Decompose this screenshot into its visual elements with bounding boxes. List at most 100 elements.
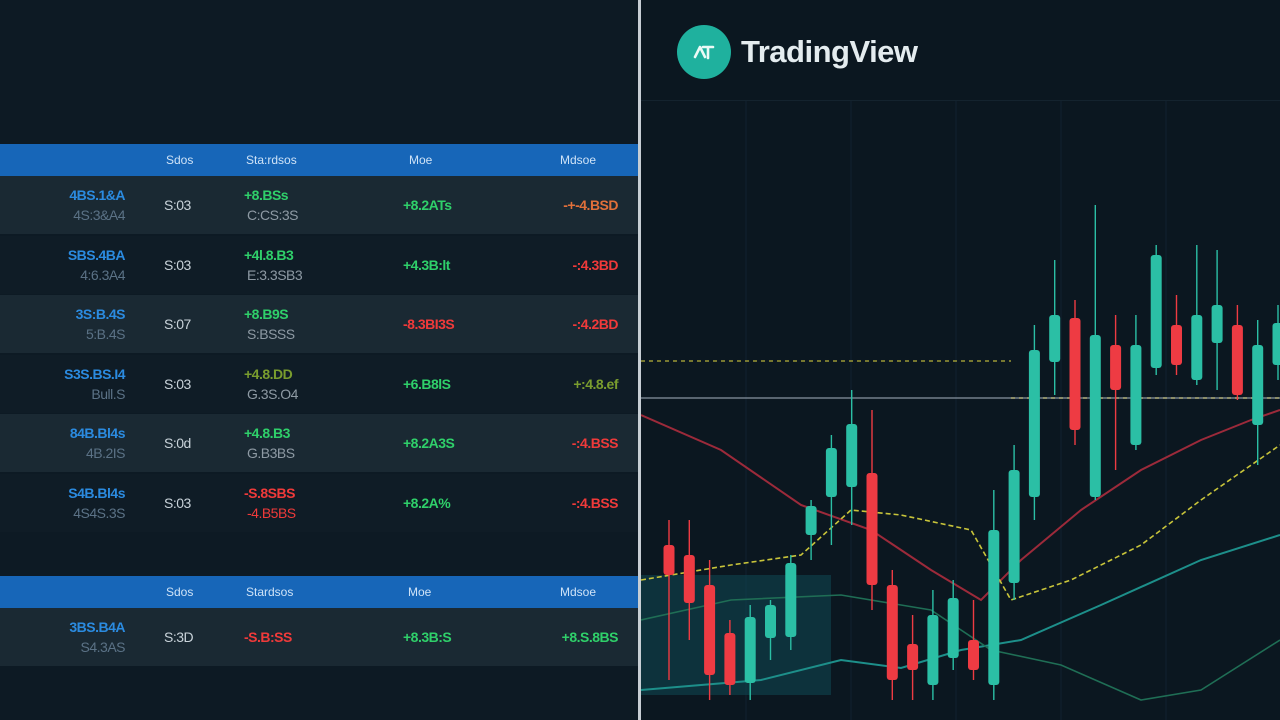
candle-body xyxy=(1130,345,1142,445)
column-header-mode[interactable]: Mdsoe xyxy=(560,585,597,599)
candle-body xyxy=(968,640,979,670)
row-percent: +:4.8.ef xyxy=(573,375,618,392)
row-symbol: 84B.Bl4s xyxy=(69,425,126,441)
table-header: Sdos Sta:rdsos Moe Mdsoe xyxy=(0,144,638,176)
table-row[interactable]: 3BS.B4A S4.3AS S:3D -S.B:SS +8.3B:S +8.S.8BS xyxy=(0,608,638,666)
candle-body xyxy=(805,506,817,535)
tradingview-logo-icon xyxy=(677,25,731,79)
row-percent: -:4.3BD xyxy=(572,256,618,273)
row-change: +8.3B:S xyxy=(403,629,452,645)
row-venue: S:03 xyxy=(164,375,191,392)
candle-body xyxy=(846,424,858,487)
candle-body xyxy=(663,545,675,575)
chart-panel: TradingView xyxy=(641,0,1280,720)
candle-body xyxy=(1231,325,1243,395)
table-row[interactable]: 3S:B.4S 5:B.4S S:07 +8.B9S S:BSSS -8.3BI3S -:4… xyxy=(0,295,638,353)
row-change: +8.2A3S xyxy=(403,435,455,451)
ma-line-yellow xyxy=(641,444,1280,601)
row-price-sub: C:CS:3S xyxy=(247,207,298,223)
row-venue: S:3D xyxy=(164,629,194,645)
candle-body xyxy=(1089,335,1101,497)
row-change: +8.2ATs xyxy=(403,197,452,213)
row-price-sub: G.3S.O4 xyxy=(247,385,298,402)
candle-body xyxy=(1211,305,1223,343)
row-symbol-sub: 4S4S.3S xyxy=(73,504,125,521)
column-header-move[interactable]: Moe xyxy=(408,585,432,599)
row-percent: -+-4.BSD xyxy=(563,197,618,213)
candle-body xyxy=(1191,315,1203,380)
ma-line-teal xyxy=(641,534,1280,691)
row-symbol: 4BS.1&A xyxy=(69,187,125,203)
row-venue: S:03 xyxy=(164,494,191,511)
watchlist-panel: Sdos Sta:rdsos Moe Mdsoe 4BS.1&A 4S:3&A4 S… xyxy=(0,0,638,720)
table-row[interactable]: 84B.Bl4s 4B.2IS S:0d +4.8.B3 G.B3BS +8.2A3S -:… xyxy=(0,414,638,472)
candle-body xyxy=(704,585,716,675)
candle-body xyxy=(866,473,878,585)
row-venue: S:07 xyxy=(164,316,191,332)
row-price-sub: S:BSSS xyxy=(247,326,295,342)
column-header-move[interactable]: Moe xyxy=(409,153,433,167)
table-row[interactable]: SBS.4BA 4:6.3A4 S:03 +4l.8.B3 E:3.3SB3 +4.3B:… xyxy=(0,235,638,294)
row-symbol: S4B.Bl4s xyxy=(68,484,125,501)
table-row[interactable]: S3S.BS.I4 Bull.S S:03 +4.8.DD G.3S.O4 +6.B8lS… xyxy=(0,354,638,413)
row-percent: -:4.2BD xyxy=(572,316,618,332)
row-change: +8.2A% xyxy=(403,494,451,511)
row-change: -8.3BI3S xyxy=(403,316,455,332)
candlestick-chart[interactable] xyxy=(641,0,1280,720)
candle-body xyxy=(1069,318,1081,430)
candle-body xyxy=(744,617,756,683)
row-symbol-sub: 4S:3&A4 xyxy=(73,207,125,223)
row-symbol: S3S.BS.I4 xyxy=(64,365,125,382)
candle-body xyxy=(724,633,736,685)
candle-body xyxy=(1110,345,1122,390)
row-symbol-sub: 4B.2IS xyxy=(85,445,126,461)
column-header-symbol[interactable]: Sdos xyxy=(166,153,194,167)
ma-line-red xyxy=(641,409,1280,602)
candle-body xyxy=(1008,470,1020,583)
candle-body xyxy=(947,598,959,658)
candle-body xyxy=(1252,345,1264,425)
row-venue: S:03 xyxy=(164,256,191,273)
row-venue: S:03 xyxy=(164,197,191,213)
column-header-mode[interactable]: Mdsoe xyxy=(560,153,597,167)
candle-body xyxy=(1171,325,1182,365)
candle-body xyxy=(907,644,919,670)
row-price: +8.B9S xyxy=(244,306,289,322)
table-row[interactable]: S4B.Bl4s 4S4S.3S S:03 -S.8SBS -4.B5BS +8.2A% -… xyxy=(0,473,638,532)
highlight-zone xyxy=(641,575,831,695)
column-header-symbol[interactable]: Sdos xyxy=(166,585,194,599)
panel-divider[interactable] xyxy=(638,0,641,720)
candle-body xyxy=(927,615,939,685)
row-price-sub: E:3.3SB3 xyxy=(247,266,303,283)
row-price-sub: -4.B5BS xyxy=(247,504,296,521)
row-percent: +8.S.8BS xyxy=(561,629,619,645)
table-row[interactable]: 4BS.1&A 4S:3&A4 S:03 +8.BSs C:CS:3S +8.2ATs -+… xyxy=(0,176,638,234)
candle-body xyxy=(683,555,695,603)
row-price: +4.8.DD xyxy=(244,365,293,382)
table-header-secondary: Sdos Stardsos Moe Mdsoe xyxy=(0,576,638,608)
candle-body xyxy=(988,530,1000,685)
row-symbol: 3S:B.4S xyxy=(75,306,126,322)
column-header-standards[interactable]: Stardsos xyxy=(246,585,294,599)
column-header-standards[interactable]: Sta:rdsos xyxy=(246,153,297,167)
row-price-sub: G.B3BS xyxy=(247,445,295,461)
row-symbol-sub: Bull.S xyxy=(91,385,125,402)
brand: TradingView xyxy=(677,25,918,79)
row-price: -S.B:SS xyxy=(244,629,292,645)
row-symbol: SBS.4BA xyxy=(67,246,126,263)
row-price: -S.8SBS xyxy=(244,484,295,501)
candle-body xyxy=(1150,255,1162,368)
row-symbol-sub: 5:B.4S xyxy=(85,326,126,342)
candle-body xyxy=(825,448,837,497)
header-divider xyxy=(641,100,1280,101)
candle-body xyxy=(1272,323,1280,365)
row-price: +8.BSs xyxy=(244,187,289,203)
row-symbol: 3BS.B4A xyxy=(69,619,125,635)
candle-body xyxy=(886,585,898,680)
row-change: +4.3B:lt xyxy=(403,256,450,273)
row-symbol-sub: 4:6.3A4 xyxy=(80,266,125,283)
candles xyxy=(663,205,1280,700)
row-change: +6.B8lS xyxy=(403,375,451,392)
row-venue: S:0d xyxy=(164,435,191,451)
